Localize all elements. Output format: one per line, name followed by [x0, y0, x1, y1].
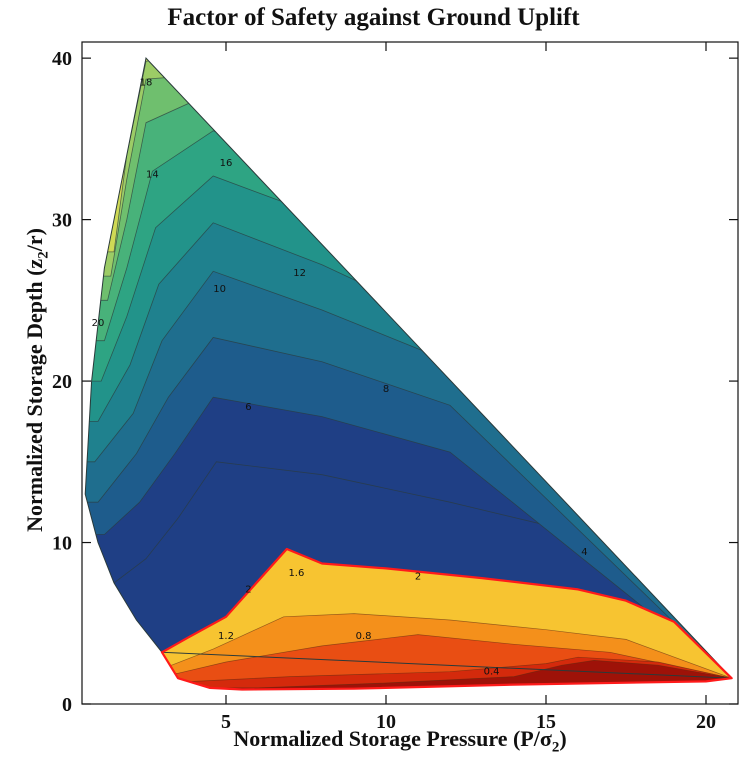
contour-label-18: 18	[140, 77, 153, 88]
y-tick-label-0: 0	[62, 694, 72, 716]
x-axis-label: Normalized Storage Pressure (P/σ2)	[233, 726, 567, 756]
y-tick-label-30: 30	[52, 210, 72, 232]
plot-frame	[81, 41, 739, 705]
contour-label-4: 4	[581, 547, 587, 558]
contour-label-1.2: 1.2	[218, 631, 234, 642]
contour-label-0.4: 0.4	[484, 667, 500, 678]
unsafe-outline	[160, 547, 733, 691]
x-tick-label-10: 10	[376, 711, 396, 733]
contour-label-14: 14	[146, 169, 159, 180]
contour-label-2: 2	[245, 584, 251, 595]
contour-label-16: 16	[220, 158, 233, 169]
contour-label-2: 2	[415, 571, 421, 582]
contour-label-1.6: 1.6	[288, 568, 304, 579]
contour-labels: 18 16 14 12 10 20 8 6 4 2 1.6 2 1.2 0.8 0.4	[92, 77, 588, 677]
axes: 5 10 15 20 0 10 20 30 40	[52, 41, 739, 733]
y-axis-label: Normalized Storage Depth (z2/r)	[22, 228, 52, 532]
x-tick-label-20: 20	[696, 711, 716, 733]
contour-label-12: 12	[293, 268, 306, 279]
contour-label-0.8: 0.8	[356, 631, 372, 642]
x-tick-label-15: 15	[536, 711, 556, 733]
contour-label-20: 20	[92, 318, 105, 329]
y-tick-label-40: 40	[52, 48, 72, 70]
y-tick-label-20: 20	[52, 371, 72, 393]
contour-label-10: 10	[213, 284, 226, 295]
contour-label-6: 6	[245, 402, 251, 413]
y-tick-label-10: 10	[52, 533, 72, 555]
x-tick-label-5: 5	[221, 711, 231, 733]
chart-title: Factor of Safety against Ground Uplift	[167, 4, 580, 31]
contour-label-8: 8	[383, 384, 389, 395]
